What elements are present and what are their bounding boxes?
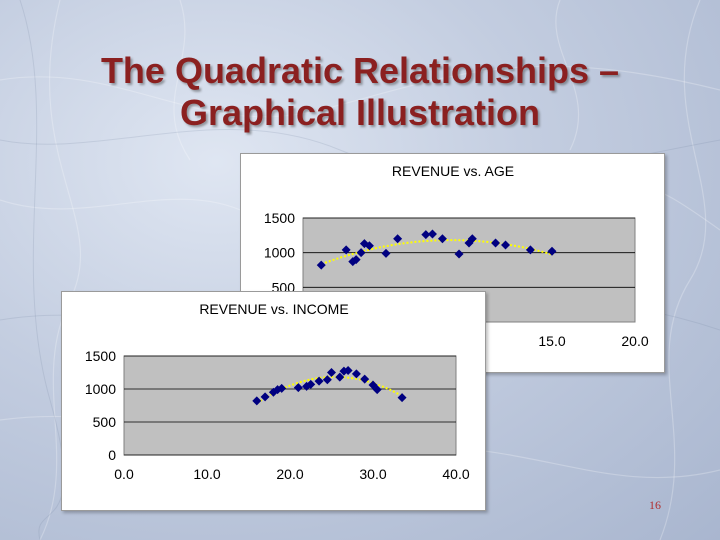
- inc-data-point: [314, 376, 324, 386]
- inc-data-point: [302, 381, 312, 391]
- page-number: 16: [649, 498, 661, 512]
- inc-data-point: [277, 383, 287, 393]
- age-data-point: [467, 234, 477, 244]
- inc-data-point: [322, 375, 332, 385]
- inc-x-tick-label: 0.0: [114, 466, 134, 482]
- inc-y-tick-label: 0: [108, 447, 116, 463]
- inc-data-point: [343, 366, 353, 376]
- age-x-tick-label: 20.0: [621, 333, 648, 349]
- age-data-point: [381, 248, 391, 258]
- age-y-tick-label: 1000: [264, 245, 295, 261]
- inc-data-point: [306, 379, 316, 389]
- age-data-point: [491, 238, 501, 248]
- age-data-point: [547, 246, 557, 256]
- inc-y-tick-label: 500: [93, 414, 117, 430]
- inc-data-point: [268, 387, 278, 397]
- inc-x-tick-label: 10.0: [193, 466, 220, 482]
- inc-x-tick-label: 30.0: [359, 466, 386, 482]
- inc-data-point: [368, 380, 378, 390]
- inc-data-point: [351, 369, 361, 379]
- age-x-tick-label: 15.0: [538, 333, 565, 349]
- age-data-point: [427, 229, 437, 239]
- age-data-point: [421, 230, 431, 240]
- age-data-point: [341, 245, 351, 255]
- inc-data-point: [335, 372, 345, 382]
- age-data-point: [464, 238, 474, 248]
- inc-data-point: [293, 383, 303, 393]
- inc-data-point: [252, 396, 262, 406]
- inc-y-tick-label: 1000: [85, 381, 116, 397]
- age-data-point: [437, 234, 447, 244]
- revenue-vs-income-chart: REVENUE vs. INCOME 0 500 1000 1500 0.0 10.0 2…: [61, 291, 486, 511]
- revenue-vs-income-svg: REVENUE vs. INCOME 0 500 1000 1500 0.0 10.0 2…: [85, 301, 470, 482]
- inc-x-tick-label: 40.0: [442, 466, 469, 482]
- age-data-point: [351, 255, 361, 265]
- age-data-point: [364, 241, 374, 251]
- revenue-vs-income-title: REVENUE vs. INCOME: [199, 301, 348, 317]
- inc-y-tick-label: 1500: [85, 348, 116, 364]
- age-data-point: [501, 240, 511, 250]
- inc-data-point: [260, 392, 270, 402]
- age-y-tick-label: 1500: [264, 210, 295, 226]
- age-data-point: [393, 234, 403, 244]
- slide-title-line-2: Graphical Illustration: [179, 92, 541, 133]
- inc-data-point: [360, 374, 370, 384]
- age-data-point: [454, 249, 464, 259]
- inc-data-point: [339, 366, 349, 376]
- inc-data-point: [327, 368, 336, 377]
- slide-title: The Quadratic Relationships – Graphical …: [0, 50, 720, 134]
- age-data-point: [525, 245, 535, 255]
- age-data-point: [316, 260, 326, 270]
- inc-data-point: [372, 385, 382, 395]
- revenue-vs-age-title: REVENUE vs. AGE: [392, 163, 514, 179]
- age-data-point: [356, 248, 366, 258]
- slide-title-line-1: The Quadratic Relationships –: [100, 50, 620, 91]
- inc-data-point: [397, 393, 407, 403]
- inc-x-tick-label: 20.0: [276, 466, 303, 482]
- revenue-vs-income-plot-area: [123, 355, 457, 456]
